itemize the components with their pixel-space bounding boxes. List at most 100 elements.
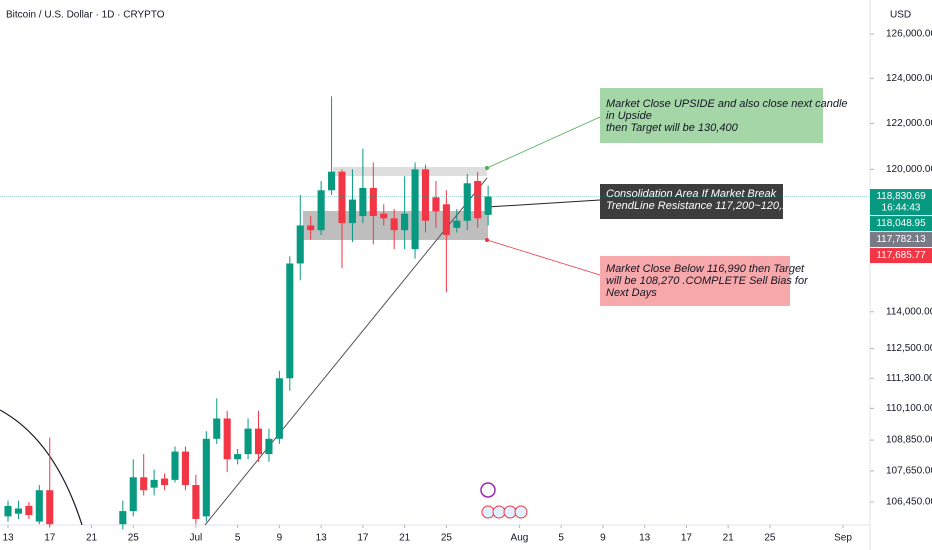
candle-body bbox=[474, 180, 482, 219]
y-tick-label: 120,000.00 bbox=[886, 164, 932, 175]
candle-body bbox=[244, 428, 252, 455]
annotation-text: then Target will be 130,400 bbox=[606, 122, 739, 134]
event-icon[interactable] bbox=[480, 482, 496, 498]
x-tick-label: 25 bbox=[441, 533, 453, 544]
candle-body bbox=[171, 451, 179, 480]
y-tick-label: 111,300.00 bbox=[886, 373, 932, 384]
candle-body bbox=[328, 171, 336, 191]
x-tick-label: 9 bbox=[277, 533, 283, 544]
y-tick-label: 124,000.00 bbox=[886, 73, 932, 84]
candle-body bbox=[181, 451, 189, 486]
candle-body bbox=[223, 418, 231, 460]
candle-body bbox=[317, 190, 325, 231]
currency: USD bbox=[890, 10, 911, 21]
candle-body bbox=[234, 454, 242, 460]
y-tick-label: 126,000.00 bbox=[886, 29, 932, 40]
symbol-title: Bitcoin / U.S. Dollar · 1D · CRYPTO bbox=[6, 10, 165, 21]
candle-body bbox=[129, 477, 137, 512]
price-label-bg bbox=[870, 232, 932, 248]
resistance-zone bbox=[333, 167, 487, 176]
price-label-bg bbox=[870, 216, 932, 232]
candle-body bbox=[401, 213, 409, 231]
candle-body bbox=[192, 485, 200, 519]
candle-body bbox=[307, 225, 315, 231]
annotation-box bbox=[600, 88, 823, 143]
countdown: 16:44:43 bbox=[882, 203, 921, 214]
candle-body bbox=[4, 505, 12, 517]
candle-body bbox=[150, 479, 158, 488]
y-tick-label: 114,000.00 bbox=[886, 306, 932, 317]
candle-body bbox=[275, 378, 283, 439]
x-tick-label: 21 bbox=[399, 533, 411, 544]
anchor bbox=[485, 166, 489, 170]
candle-body bbox=[484, 196, 492, 215]
annotation-text: will be 108,270 .COMPLETE Sell Bias for bbox=[606, 275, 809, 287]
event-icons[interactable] bbox=[480, 482, 528, 519]
y-tick-label: 107,650.00 bbox=[886, 465, 932, 476]
candles bbox=[4, 96, 492, 530]
x-tick-label: 17 bbox=[357, 533, 369, 544]
x-tick-label: 21 bbox=[723, 533, 735, 544]
y-tick-label: 106,450.00 bbox=[886, 497, 932, 508]
candle-body bbox=[161, 478, 169, 486]
event-icon[interactable] bbox=[503, 505, 517, 519]
connector bbox=[486, 199, 601, 208]
candle-body bbox=[442, 204, 450, 235]
connector bbox=[486, 239, 601, 276]
candle-body bbox=[35, 490, 43, 522]
event-icon[interactable] bbox=[492, 505, 506, 519]
candle-body bbox=[254, 428, 263, 455]
annotation-text: TrendLine Resistance 117,200~120,160 bbox=[606, 200, 801, 212]
price-label-bg bbox=[870, 248, 932, 264]
candle-body bbox=[213, 418, 221, 439]
connector bbox=[486, 116, 601, 169]
event-icon[interactable] bbox=[514, 505, 528, 519]
x-tick-label: Sep bbox=[834, 533, 852, 544]
event-icon[interactable] bbox=[481, 505, 495, 519]
price-label: 117,685.77 bbox=[876, 250, 926, 261]
candle-body bbox=[421, 169, 430, 221]
x-tick-label: 25 bbox=[764, 533, 776, 544]
candle-body bbox=[286, 263, 294, 379]
candle-body bbox=[14, 508, 22, 514]
candle-body bbox=[453, 220, 461, 228]
x-tick-label: 25 bbox=[128, 533, 140, 544]
trend-line bbox=[204, 177, 488, 526]
candle-body bbox=[202, 438, 210, 517]
x-tick-label: 9 bbox=[600, 533, 606, 544]
x-tick-label: 13 bbox=[316, 533, 328, 544]
x-tick-label: 5 bbox=[558, 533, 564, 544]
annotation-text: Market Close Below 116,990 then Target bbox=[606, 263, 805, 275]
annotation-text: Consolidation Area If Market Break bbox=[606, 188, 777, 200]
x-tick-label: 17 bbox=[44, 533, 56, 544]
annotation-text: Market Close UPSIDE and also close next … bbox=[606, 98, 848, 110]
x-tick-label: 5 bbox=[235, 533, 241, 544]
candle-body bbox=[359, 187, 367, 217]
candle-body bbox=[411, 169, 419, 250]
candle-body bbox=[265, 438, 273, 455]
annotation-group: Market Close UPSIDE and also close next … bbox=[600, 88, 848, 306]
x-tick-label: 13 bbox=[2, 533, 14, 544]
price-label: 118,830.69 bbox=[876, 191, 926, 202]
x-tick-label: 13 bbox=[639, 533, 651, 544]
x-tick-label: Jul bbox=[189, 533, 202, 544]
annotation-box bbox=[600, 256, 790, 306]
price-label: 118,048.95 bbox=[876, 218, 926, 229]
candle-body bbox=[296, 225, 304, 264]
arc-drawing bbox=[0, 409, 83, 526]
y-tick-label: 112,500.00 bbox=[886, 343, 932, 354]
candle-body bbox=[463, 183, 471, 221]
candle-body bbox=[46, 490, 54, 525]
price-label-bg bbox=[870, 189, 932, 216]
candle-body bbox=[119, 511, 127, 525]
annotation-text: in Upside bbox=[606, 110, 652, 122]
candle-body bbox=[432, 197, 440, 212]
annotation-text: Next Days bbox=[606, 287, 657, 299]
anchor bbox=[485, 238, 489, 242]
candle-body bbox=[390, 218, 398, 231]
candle-body bbox=[348, 199, 356, 224]
candle-body bbox=[338, 171, 346, 224]
candle-body bbox=[380, 213, 388, 219]
y-tick-label: 122,000.00 bbox=[886, 118, 932, 129]
